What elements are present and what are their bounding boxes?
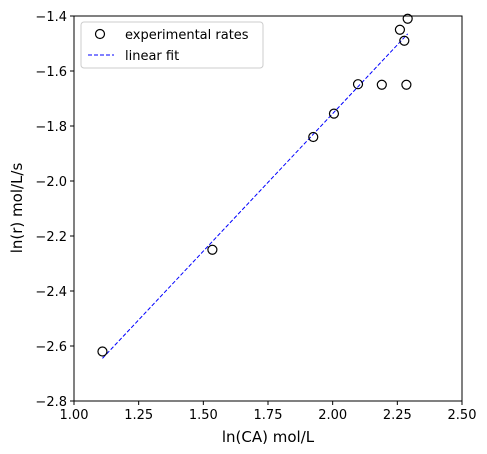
y-tick-label: −2.4 — [35, 285, 67, 300]
x-axis-title: ln(CA) mol/L — [222, 428, 315, 446]
data-point — [97, 346, 108, 357]
x-tick-label: 1.00 — [60, 408, 89, 423]
data-point — [401, 79, 412, 90]
points-layer — [97, 13, 413, 357]
data-point — [402, 13, 413, 24]
x-tick-label: 1.50 — [189, 408, 218, 423]
y-tick-label: −2.6 — [35, 340, 67, 355]
linear-fit-line — [102, 33, 409, 359]
y-tick-label: −1.6 — [35, 65, 67, 80]
y-axis-ticks: −2.8 −2.6 −2.4 −2.2 −2.0 −1.8 −1.6 −1.4 — [35, 10, 74, 410]
plot-background — [74, 16, 462, 401]
x-tick-label: 1.75 — [254, 408, 283, 423]
x-tick-label: 2.00 — [318, 408, 347, 423]
data-point — [328, 108, 340, 119]
data-point — [352, 79, 364, 90]
y-tick-label: −2.2 — [35, 230, 67, 245]
legend: experimental rates linear fit — [80, 21, 264, 69]
data-point — [394, 24, 406, 35]
x-tick-label: 1.25 — [124, 408, 153, 423]
legend-box — [80, 21, 264, 69]
data-point — [376, 79, 387, 90]
legend-label-linear-fit: linear fit — [125, 49, 179, 64]
y-tick-label: −2.8 — [35, 395, 67, 410]
data-point — [399, 35, 410, 46]
x-tick-label: 2.50 — [448, 408, 477, 423]
x-axis-ticks: 1.00 1.25 1.50 1.75 2.00 2.25 2.50 — [60, 401, 477, 423]
fit-line-layer — [102, 33, 409, 359]
y-axis-title: ln(r) mol/L/s — [8, 163, 26, 254]
y-tick-label: −1.4 — [35, 10, 67, 25]
data-point — [207, 244, 218, 255]
legend-label-experimental-rates: experimental rates — [125, 28, 249, 43]
y-tick-label: −1.8 — [35, 120, 67, 135]
y-tick-label: −2.0 — [35, 175, 67, 190]
x-tick-label: 2.25 — [383, 408, 412, 423]
legend-marker-experimental-rates — [94, 28, 106, 40]
data-point — [308, 131, 319, 143]
